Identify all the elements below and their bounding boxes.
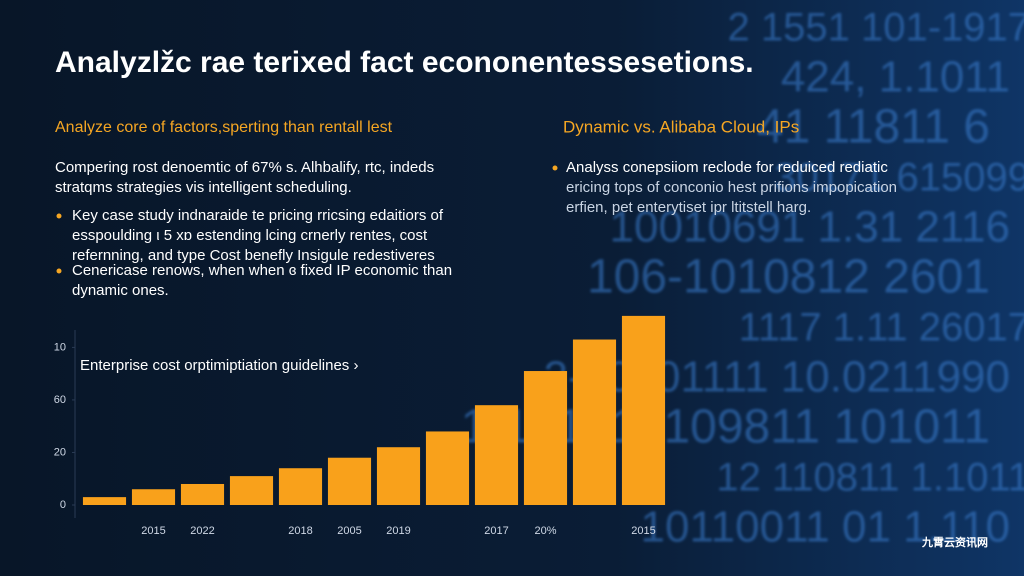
bar (180, 483, 225, 505)
left-heading: Analyze core of factors,sperting than re… (55, 119, 393, 136)
bg-digits: 1117 1.11 26017 (739, 306, 1024, 350)
bar (523, 371, 568, 505)
bar (572, 339, 617, 505)
bg-digits: 10010691 1.31 2116 (610, 203, 1010, 252)
bullet-dot (552, 165, 558, 171)
x-tick-label: 2015 (141, 525, 165, 537)
bg-digits: 106-1010812 2601 (587, 251, 990, 304)
bg-digits: 41 11811 6 (757, 101, 990, 154)
bg-digits: 2-10101111 10.0211990 (543, 353, 1010, 402)
bar (621, 315, 666, 505)
bullet-line: Cenericase renows, when when ɞ fixed IP … (72, 262, 452, 279)
x-tick-label: 2005 (337, 525, 361, 537)
x-tick-label: 2017 (484, 525, 508, 537)
watermark: 九霄云资讯网 (921, 535, 988, 549)
paragraph-line: Compering rost denoemtic of 67% s. Alhba… (55, 159, 434, 176)
paragraph-line: stratqms strategies vis intelligent sche… (55, 179, 352, 196)
y-tick-label: 0 (60, 499, 66, 511)
x-tick-label: 2018 (288, 525, 312, 537)
x-tick-label: 2019 (386, 525, 410, 537)
bullet-dot (56, 268, 62, 274)
bar (425, 431, 470, 505)
bullet-line: Analyss conepsiiom reclode for reduiced … (566, 159, 888, 176)
bg-digits: 10110011 01 1.110 (641, 503, 1010, 552)
right-heading: Dynamic vs. Alibaba Cloud, IPs (563, 117, 799, 136)
bar (474, 405, 519, 505)
bullet-line: ericing tops of conconio hest prifions i… (566, 179, 897, 196)
x-tick-label: 2022 (190, 525, 214, 537)
bar (131, 489, 176, 505)
y-tick-label: 60 (54, 394, 66, 406)
bar (82, 497, 127, 505)
bullet-line: esspoulding ι 5 xɒ estending lcing crner… (72, 227, 428, 244)
annotation: Enterprise cost orptimiptiation guidelin… (80, 357, 358, 374)
x-tick-label: 2015 (631, 525, 655, 537)
bg-digits: 12 110811 1.1011 (716, 456, 1024, 500)
bullet-line: dynamic ones. (72, 282, 169, 299)
bar (278, 468, 323, 505)
bar (229, 476, 274, 505)
chart: 0 20 60 10 2015 2022 2018 2005 2019 2017 20% 2015 En… (54, 315, 666, 537)
bg-digits: 30171 615099 (774, 156, 1024, 200)
bar (327, 457, 372, 505)
title: Analyzlžc rae terixed fact econonentesse… (55, 46, 754, 79)
bullet-line: Key case study indnaraide te pricing rri… (72, 207, 444, 224)
bullet-line: erfien, pet enterytiset ipr ltitstell ha… (566, 199, 811, 216)
x-tick-label: 20% (534, 525, 556, 537)
y-tick-label: 10 (54, 341, 66, 353)
bg-digits: 2 1551 101-1917 (728, 6, 1024, 50)
y-tick-label: 20 (54, 446, 66, 458)
bullet-dot (56, 213, 62, 219)
bg-digits: 424, 1.1011 (781, 53, 1010, 102)
bullet-line: refernning, and type Cost benefly Insigu… (72, 247, 435, 264)
bar (376, 447, 421, 505)
